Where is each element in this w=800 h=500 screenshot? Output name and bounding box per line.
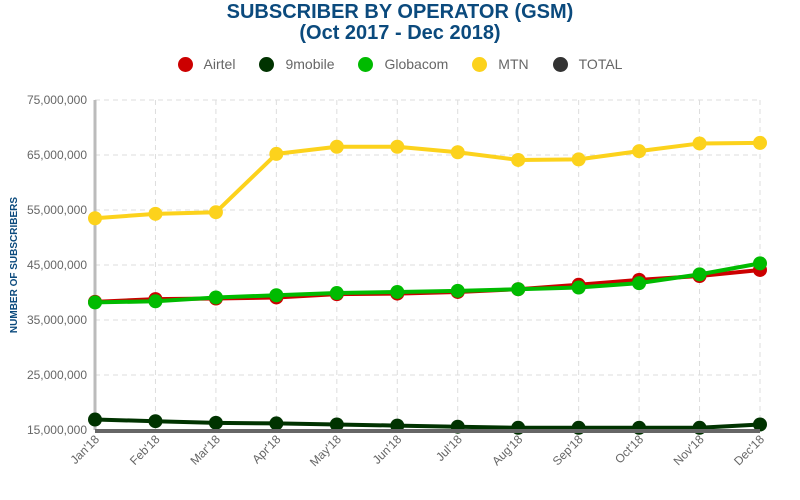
x-tick-label: Oct'18 xyxy=(612,432,646,466)
series-line-mtn xyxy=(94,140,761,221)
legend-label: TOTAL xyxy=(578,56,623,72)
data-point-mtn xyxy=(450,145,465,160)
data-point-9mobile xyxy=(753,417,767,432)
legend-label: 9mobile xyxy=(285,56,335,72)
legend: Airtel 9mobile Globacom MTN TOTAL xyxy=(0,56,800,72)
data-point-mtn xyxy=(269,146,284,161)
data-point-globacom xyxy=(88,295,102,310)
chart-title: SUBSCRIBER BY OPERATOR (GSM) xyxy=(226,1,574,23)
data-point-9mobile xyxy=(148,414,163,429)
data-point-globacom xyxy=(329,286,344,301)
legend-item-mtn[interactable]: MTN xyxy=(472,56,529,72)
legend-label: MTN xyxy=(498,56,529,72)
legend-marker-icon xyxy=(472,56,488,72)
data-point-mtn xyxy=(390,139,405,154)
legend-item-total[interactable]: TOTAL xyxy=(552,56,623,72)
data-point-mtn xyxy=(692,136,707,151)
data-point-mtn xyxy=(148,206,163,221)
y-tick-label: 35,000,000 xyxy=(27,313,87,327)
data-point-mtn xyxy=(571,152,586,167)
legend-marker-icon xyxy=(552,56,568,72)
legend-marker-icon xyxy=(358,56,374,72)
data-point-globacom xyxy=(208,290,223,305)
x-tick-label: Dec'18 xyxy=(731,432,767,468)
data-point-9mobile xyxy=(269,416,284,431)
data-point-globacom xyxy=(269,288,284,303)
x-tick-label: Jan'18 xyxy=(67,432,102,467)
x-tick-label: Mar'18 xyxy=(187,432,223,468)
y-axis-label: NUMBER OF SUBSCRIBERS xyxy=(9,197,20,333)
x-tick-label: Feb'18 xyxy=(127,432,163,468)
data-point-9mobile xyxy=(329,417,344,432)
data-point-mtn xyxy=(632,144,647,159)
legend-item-9mobile[interactable]: 9mobile xyxy=(259,56,334,72)
legend-item-airtel[interactable]: Airtel xyxy=(177,56,236,72)
x-tick-label: Aug'18 xyxy=(489,432,525,468)
x-tick-label: Nov'18 xyxy=(671,432,707,468)
y-tick-label: 65,000,000 xyxy=(27,148,87,162)
data-point-globacom xyxy=(511,282,526,297)
data-point-mtn xyxy=(88,211,102,226)
x-tick-label: Jul'18 xyxy=(433,432,465,464)
data-point-mtn xyxy=(208,205,223,220)
legend-item-globacom[interactable]: Globacom xyxy=(358,56,448,72)
series-line-globacom xyxy=(94,261,761,305)
x-tick-label: Apr'18 xyxy=(249,432,283,466)
x-tick-label: Sep'18 xyxy=(550,432,586,468)
data-point-globacom xyxy=(571,280,586,295)
data-point-mtn xyxy=(329,139,344,154)
data-point-globacom xyxy=(390,284,405,299)
data-point-9mobile xyxy=(88,412,102,427)
x-tick-label: May'18 xyxy=(307,432,344,469)
x-tick-label: Jun'18 xyxy=(370,432,405,467)
data-point-9mobile xyxy=(208,415,223,430)
y-tick-label: 25,000,000 xyxy=(27,368,87,382)
y-tick-label: 55,000,000 xyxy=(27,203,87,217)
data-point-mtn xyxy=(511,152,526,167)
chart-subtitle: (Oct 2017 - Dec 2018) xyxy=(299,22,501,44)
legend-marker-icon xyxy=(177,56,193,72)
legend-label: Globacom xyxy=(384,56,449,72)
data-point-globacom xyxy=(148,294,163,309)
y-tick-label: 45,000,000 xyxy=(27,258,87,272)
legend-marker-icon xyxy=(259,56,275,72)
y-tick-label: 15,000,000 xyxy=(27,423,87,437)
legend-label: Airtel xyxy=(203,56,236,72)
data-point-mtn xyxy=(753,135,767,150)
data-point-globacom xyxy=(753,256,767,271)
y-tick-label: 75,000,000 xyxy=(27,93,87,107)
series-line-9mobile xyxy=(94,417,761,430)
data-point-globacom xyxy=(692,267,707,282)
data-point-globacom xyxy=(632,276,647,291)
data-point-globacom xyxy=(450,283,465,298)
